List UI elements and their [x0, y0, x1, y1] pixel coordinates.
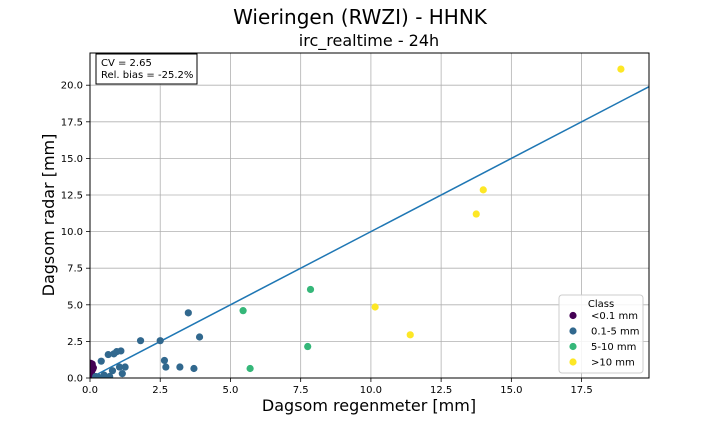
x-axis-ticks: 0.0 2.5 5.0 7.5 10.0 12.5 15.0 17.5 — [82, 378, 593, 396]
data-point — [406, 331, 414, 339]
y-tick-label: 0.0 — [67, 374, 83, 385]
data-point — [115, 363, 124, 371]
data-point — [94, 373, 103, 378]
data-point — [472, 210, 480, 218]
x-tick-label: 12.5 — [430, 385, 452, 396]
data-point — [90, 364, 97, 372]
y-tick-label: 15.0 — [61, 154, 83, 165]
data-point — [176, 363, 184, 371]
stats-box: CV = 2.65 Rel. bias = -25.2% — [95, 53, 198, 85]
data-point — [121, 363, 129, 371]
legend-marker — [569, 311, 577, 320]
x-axis-label: Dagsom regenmeter [mm] — [262, 396, 476, 415]
chart-suptitle: Wieringen (RWZI) - HHNK — [233, 5, 488, 29]
data-point — [190, 364, 198, 373]
plot-frame — [89, 52, 650, 379]
data-point — [162, 363, 170, 371]
data-point — [371, 303, 379, 311]
legend-label: <0.1 mm — [591, 311, 638, 322]
chart-title: irc_realtime - 24h — [299, 31, 439, 51]
stats-bias: Rel. bias = -25.2% — [101, 70, 193, 81]
data-point — [156, 337, 164, 345]
y-tick-label: 20.0 — [61, 81, 83, 92]
data-points — [90, 65, 625, 378]
x-tick-label: 7.5 — [293, 385, 309, 396]
reference-line — [89, 86, 650, 379]
legend-marker — [569, 342, 577, 351]
legend-marker — [569, 358, 577, 366]
data-point — [108, 367, 117, 375]
reference-line-group — [89, 86, 650, 379]
data-point — [184, 309, 192, 317]
data-point — [617, 65, 625, 73]
legend-frame — [558, 294, 644, 374]
data-point — [160, 356, 169, 365]
y-tick-label: 7.5 — [67, 264, 83, 275]
y-tick-label: 17.5 — [61, 117, 83, 128]
data-point — [104, 350, 112, 359]
x-tick-label: 15.0 — [500, 385, 522, 396]
data-point — [106, 372, 114, 378]
data-point — [306, 285, 315, 294]
data-point — [195, 333, 204, 341]
legend-label: 0.1-5 mm — [591, 327, 640, 338]
data-point — [118, 370, 126, 378]
data-point — [97, 357, 105, 365]
x-tick-label: 0.0 — [82, 385, 98, 396]
y-tick-label: 12.5 — [61, 191, 83, 202]
legend-label: >10 mm — [591, 358, 635, 369]
y-tick-label: 10.0 — [61, 227, 83, 238]
y-axis-label: Dagsom radar [mm] — [39, 134, 58, 297]
data-point — [304, 342, 312, 351]
stats-cv: CV = 2.65 — [101, 58, 152, 69]
legend-items: <0.1 mm 0.1-5 mm 5-10 mm >10 mm — [569, 311, 640, 369]
x-tick-label: 2.5 — [152, 385, 168, 396]
stats-box-frame — [95, 53, 198, 85]
data-point — [479, 186, 487, 194]
legend-marker — [569, 327, 577, 335]
x-tick-label: 5.0 — [222, 385, 238, 396]
legend: Class <0.1 mm 0.1-5 mm 5-10 mm >10 mm — [558, 294, 644, 374]
data-point — [117, 347, 125, 355]
data-point — [136, 337, 145, 345]
x-tick-label: 10.0 — [360, 385, 382, 396]
y-tick-label: 2.5 — [67, 337, 83, 348]
legend-label: 5-10 mm — [591, 342, 636, 353]
legend-title: Class — [588, 299, 614, 310]
y-axis-ticks: 0.0 2.5 5.0 7.5 10.0 12.5 15.0 17.5 20.0 — [61, 81, 90, 385]
y-tick-label: 5.0 — [67, 300, 83, 311]
data-point — [239, 307, 247, 315]
data-point — [246, 364, 254, 373]
x-tick-label: 17.5 — [570, 385, 592, 396]
